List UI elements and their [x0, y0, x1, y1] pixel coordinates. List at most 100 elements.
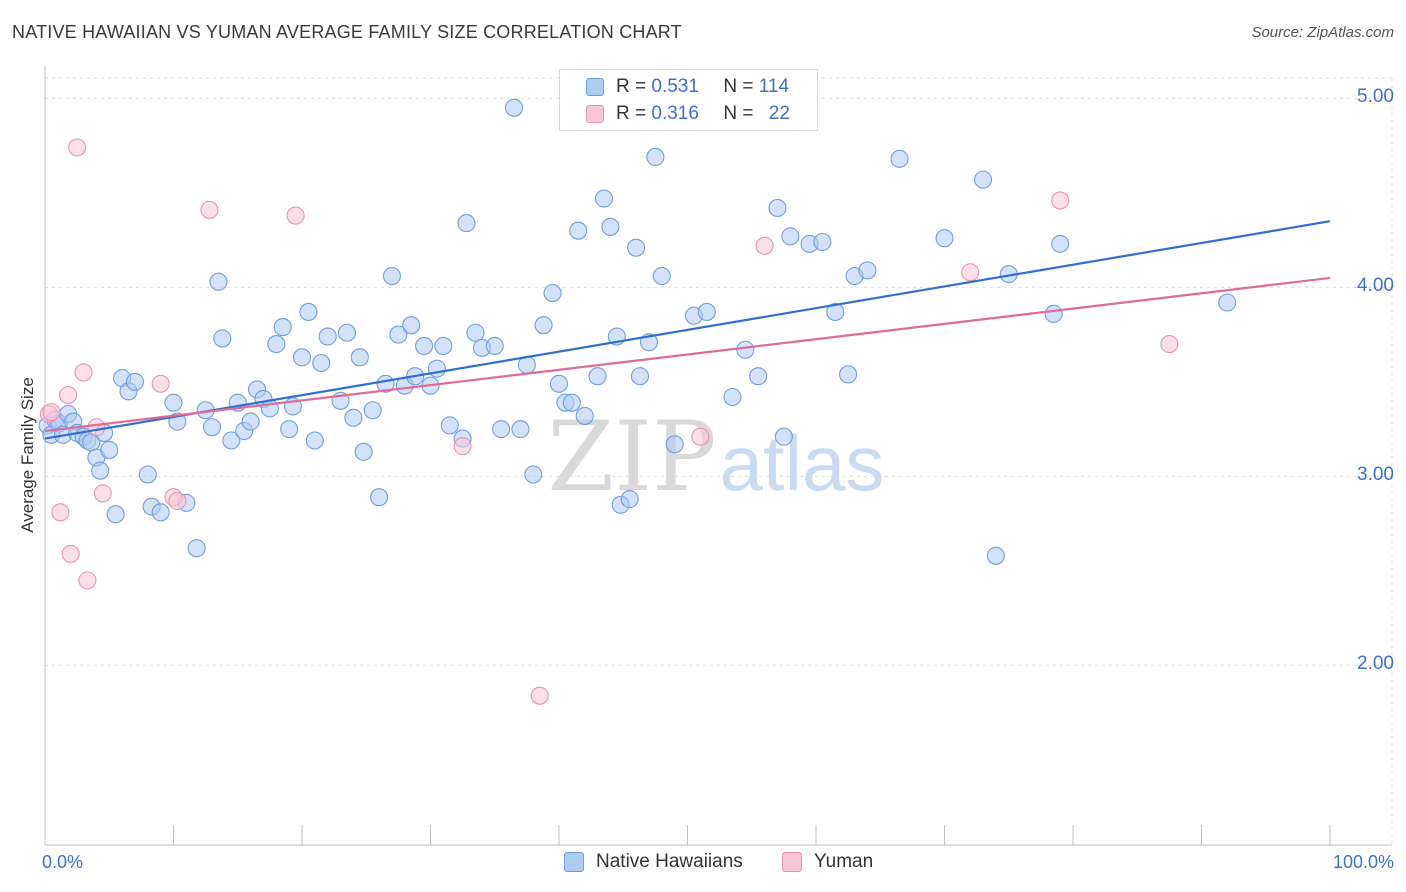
legend-n-value: 114 [758, 76, 790, 97]
legend-row-yuman: R = 0.316 N = 22 [586, 102, 790, 126]
legend-n-value: 22 [768, 103, 790, 124]
data-point-yuman [51, 503, 70, 522]
legend-r-value: 0.531 [651, 76, 699, 97]
data-point-native-hawaiians [1051, 234, 1070, 253]
legend-swatch-pink [782, 852, 802, 872]
data-point-native-hawaiians [370, 488, 389, 507]
data-point-native-hawaiians [138, 465, 157, 484]
data-point-native-hawaiians [267, 335, 286, 354]
data-point-native-hawaiians [588, 367, 607, 386]
source-label: Source: ZipAtlas.com [1251, 24, 1394, 41]
data-point-native-hawaiians [504, 98, 524, 117]
series-native-hawaiians [38, 98, 1237, 565]
data-point-native-hawaiians [280, 420, 299, 439]
data-point-native-hawaiians [594, 189, 614, 208]
data-point-native-hawaiians [402, 316, 421, 335]
data-point-native-hawaiians [1044, 304, 1063, 323]
data-point-native-hawaiians [620, 490, 639, 509]
data-point-native-hawaiians [209, 272, 228, 291]
legend-swatch-blue [564, 852, 584, 872]
data-point-native-hawaiians [337, 323, 357, 342]
data-point-native-hawaiians [826, 302, 845, 322]
data-point-native-hawaiians [350, 348, 369, 367]
data-point-yuman [93, 484, 112, 503]
trend-line-native-hawaiians [44, 220, 1331, 440]
data-point-yuman [1051, 191, 1070, 210]
data-point-native-hawaiians [354, 442, 373, 461]
legend-r-value: 0.316 [651, 103, 699, 124]
x-tick-label-min: 0.0% [42, 852, 84, 872]
data-point-yuman [453, 437, 472, 456]
data-point-native-hawaiians [534, 316, 553, 335]
data-point-native-hawaiians [485, 336, 504, 356]
y-tick-label: 4.00 [1357, 275, 1394, 297]
data-point-native-hawaiians [630, 367, 650, 386]
legend-r-label: R = [616, 103, 652, 124]
data-point-yuman [755, 236, 774, 255]
data-point-native-hawaiians [299, 302, 318, 322]
data-point-native-hawaiians [774, 427, 793, 446]
data-point-native-hawaiians [457, 214, 476, 233]
data-point-native-hawaiians [344, 408, 363, 427]
data-point-yuman [151, 374, 170, 393]
y-axis-title: Average Family Size [18, 377, 37, 533]
data-point-native-hawaiians [652, 266, 671, 286]
data-point-yuman [61, 544, 80, 563]
data-point-native-hawaiians [839, 365, 858, 384]
watermark-atlas: atlas [720, 419, 885, 507]
trend-line-yuman [44, 276, 1331, 433]
y-tick-label: 2.00 [1357, 653, 1394, 675]
data-point-yuman [78, 571, 97, 590]
data-point-native-hawaiians [1218, 293, 1237, 312]
data-point-native-hawaiians [106, 505, 125, 524]
data-point-native-hawaiians [543, 283, 562, 303]
data-point-native-hawaiians [858, 261, 877, 280]
data-point-yuman [74, 363, 93, 382]
legend-item-yuman: Yuman [782, 851, 873, 873]
data-point-native-hawaiians [511, 420, 530, 439]
data-point-native-hawaiians [151, 503, 170, 522]
data-point-yuman [200, 200, 219, 219]
data-point-yuman [42, 403, 61, 422]
data-point-yuman [87, 418, 106, 437]
series-yuman [39, 138, 1179, 705]
data-point-native-hawaiians [382, 266, 402, 286]
data-point-native-hawaiians [434, 336, 453, 356]
legend-label: Yuman [814, 851, 874, 872]
y-tick-label: 5.00 [1357, 86, 1394, 108]
data-point-native-hawaiians [389, 325, 408, 344]
data-point-native-hawaiians [736, 340, 755, 359]
data-point-native-hawaiians [697, 302, 716, 322]
data-point-native-hawaiians [273, 318, 292, 337]
legend-n-label: N = [723, 103, 759, 124]
trend-lines [44, 220, 1331, 440]
data-point-native-hawaiians [363, 401, 382, 420]
legend-stats: R = 0.531 N = 114 R = 0.316 N = 22 [559, 69, 818, 131]
data-point-native-hawaiians [569, 221, 588, 240]
data-point-native-hawaiians [665, 435, 684, 454]
data-point-native-hawaiians [973, 170, 993, 189]
data-point-native-hawaiians [312, 353, 331, 373]
data-point-native-hawaiians [492, 420, 511, 439]
data-point-yuman [961, 263, 980, 282]
data-point-native-hawaiians [466, 323, 485, 342]
data-point-native-hawaiians [723, 387, 742, 407]
data-point-native-hawaiians [305, 431, 324, 450]
data-point-yuman [1160, 335, 1179, 354]
watermark: ZIP atlas [547, 401, 884, 513]
data-point-native-hawaiians [440, 416, 459, 435]
data-point-yuman [530, 686, 549, 705]
data-point-native-hawaiians [415, 336, 434, 356]
data-point-native-hawaiians [164, 393, 183, 412]
data-point-native-hawaiians [986, 546, 1005, 565]
data-point-native-hawaiians [768, 198, 787, 218]
data-point-native-hawaiians [601, 217, 620, 236]
data-point-native-hawaiians [187, 539, 206, 558]
data-point-yuman [168, 491, 187, 511]
x-tick-label-max: 100.0% [1332, 852, 1394, 872]
data-point-native-hawaiians [781, 227, 800, 246]
data-point-native-hawaiians [627, 238, 646, 257]
y-tick-label: 3.00 [1357, 464, 1394, 486]
data-point-native-hawaiians [213, 329, 232, 348]
